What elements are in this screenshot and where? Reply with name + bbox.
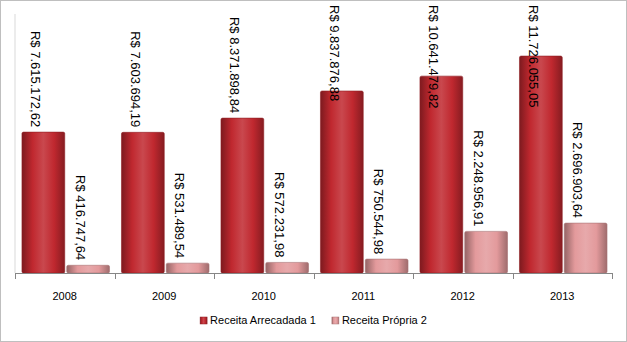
bar — [22, 132, 65, 273]
category-separator — [115, 273, 116, 279]
legend-label: Receita Própria 2 — [342, 314, 427, 326]
data-label: R$ 7.615.172,62 — [28, 31, 43, 127]
bar — [365, 259, 408, 273]
bar — [221, 118, 264, 273]
bar — [320, 91, 363, 273]
x-tick-label: 2008 — [53, 290, 77, 302]
x-tick-label: 2009 — [152, 290, 176, 302]
data-label: R$ 2.248.956,91 — [471, 130, 486, 226]
data-label: R$ 572.231,98 — [272, 172, 287, 257]
category-separator — [513, 273, 514, 279]
category-separator — [15, 273, 16, 279]
category-separator — [314, 273, 315, 279]
data-label: R$ 10.641.479,82 — [426, 5, 441, 108]
x-tick-label: 2012 — [451, 290, 475, 302]
data-label: R$ 7.603.694,19 — [128, 31, 143, 127]
bar — [121, 132, 164, 273]
bars — [22, 56, 607, 273]
bar — [564, 223, 607, 273]
category-separator — [413, 273, 414, 279]
x-tick-label: 2013 — [550, 290, 574, 302]
data-label: R$ 11.726.055,05 — [526, 5, 541, 107]
y-axis-line — [15, 14, 16, 273]
data-label: R$ 9.837.876,88 — [327, 5, 342, 101]
legend-label: Receita Arrecadada 1 — [210, 314, 316, 326]
bar — [67, 265, 110, 273]
category-separator — [612, 273, 613, 279]
legend: Receita Arrecadada 1 Receita Própria 2 — [200, 314, 427, 326]
x-axis-line — [15, 273, 612, 274]
data-label: R$ 750.544,98 — [371, 169, 386, 254]
x-tick-label: 2010 — [252, 290, 276, 302]
data-label: R$ 2.696.903,64 — [570, 122, 585, 218]
chart-border — [1, 1, 627, 342]
legend-swatch — [332, 317, 339, 324]
bar — [166, 263, 209, 273]
chart: 2008 2009 2010 2011 2012 2013 R$ 7.615.172,62 R… — [0, 0, 627, 342]
x-tick-label: 2011 — [351, 290, 375, 302]
data-label: R$ 531.489,54 — [172, 173, 187, 258]
bar — [465, 231, 508, 273]
bar — [266, 262, 309, 273]
data-label: R$ 8.371.898,84 — [227, 17, 242, 113]
data-label: R$ 416.747,64 — [73, 175, 88, 260]
legend-swatch — [200, 317, 207, 324]
category-separator — [214, 273, 215, 279]
